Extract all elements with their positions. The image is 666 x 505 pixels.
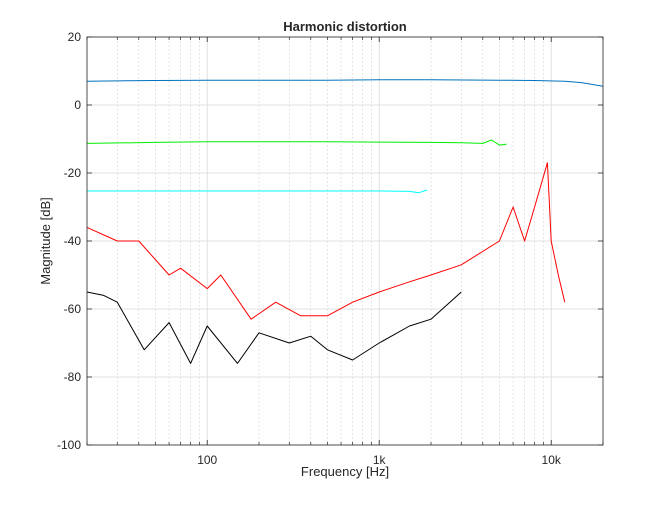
y-axis-label: Magnitude [dB] [38, 197, 53, 284]
series-line-5 [86, 291, 462, 364]
series-line-1 [86, 79, 604, 87]
y-tick-label: 20 [68, 30, 82, 44]
series-line-3 [87, 189, 428, 194]
x-axis-label: Frequency [Hz] [301, 464, 389, 479]
y-tick-label: -60 [64, 302, 82, 316]
y-tick-label: -40 [64, 234, 82, 248]
y-tick-label: -20 [64, 166, 82, 180]
tick-layer: 100 1k 10k -100 -80 -60 -40 -20 0 20 [57, 30, 604, 467]
x-tick-label: 100 [197, 453, 217, 467]
y-tick-label: -80 [64, 370, 82, 384]
y-tick-label: -100 [57, 438, 81, 452]
x-tick-label: 10k [542, 453, 562, 467]
series-layer [86, 79, 604, 364]
chart-title: Harmonic distortion [283, 19, 407, 34]
x-tick-label: 1k [373, 453, 387, 467]
series-line-4 [86, 162, 566, 320]
y-tick-label: 0 [74, 98, 81, 112]
series-line-2 [86, 139, 507, 146]
